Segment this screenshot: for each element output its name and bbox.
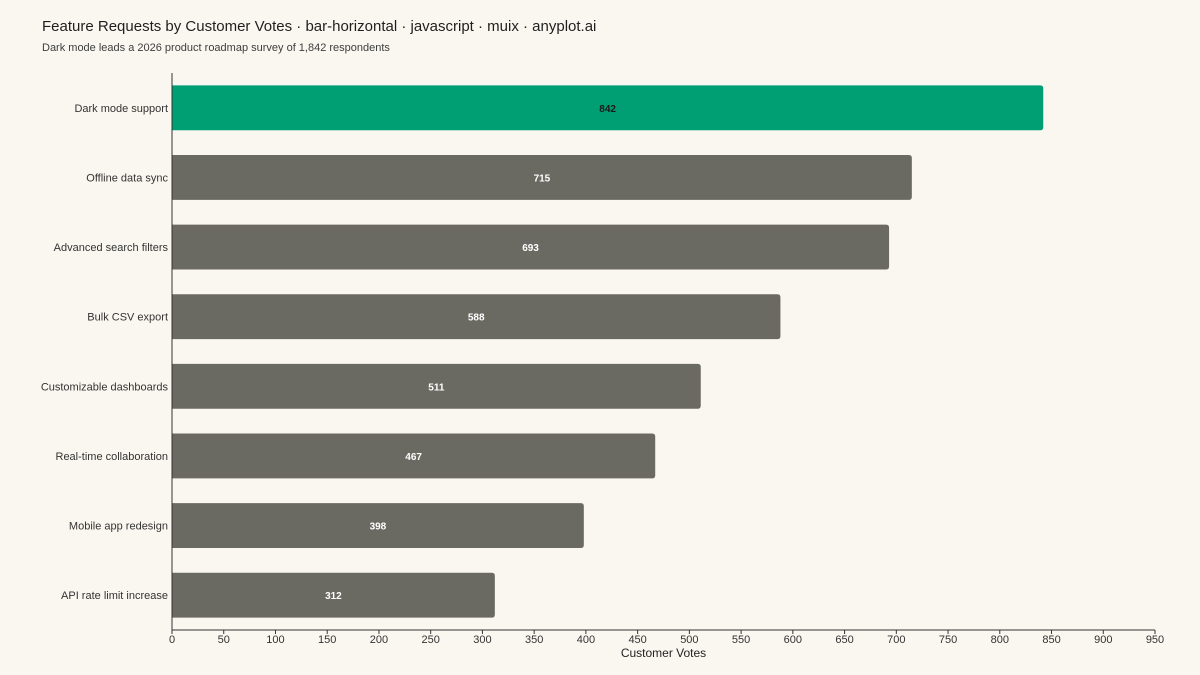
value-label: 588: [468, 313, 485, 324]
x-tick-label: 500: [680, 634, 698, 646]
x-tick-label: 300: [473, 634, 491, 646]
category-label: Advanced search filters: [54, 242, 169, 254]
chart-title: Feature Requests by Customer Votes · bar…: [42, 18, 597, 35]
bar-7[interactable]: [172, 572, 495, 618]
x-tick-label: 450: [628, 634, 646, 646]
bar-2[interactable]: [172, 224, 890, 270]
category-label: API rate limit increase: [61, 590, 168, 602]
bar-5[interactable]: [172, 433, 656, 479]
bar-1[interactable]: [172, 154, 912, 200]
bar-0[interactable]: [172, 85, 1044, 131]
x-tick-label: 150: [318, 634, 336, 646]
bar-3[interactable]: [172, 294, 781, 340]
x-tick-label: 700: [887, 634, 905, 646]
value-label: 715: [534, 173, 551, 184]
x-tick-label: 750: [939, 634, 957, 646]
x-axis-title: Customer Votes: [621, 646, 706, 660]
x-tick-label: 850: [1042, 634, 1060, 646]
x-tick-label: 50: [218, 634, 230, 646]
x-tick-label: 400: [577, 634, 595, 646]
category-label: Offline data sync: [86, 172, 168, 184]
x-tick-label: 250: [422, 634, 440, 646]
x-tick-label: 0: [169, 634, 175, 646]
category-label: Mobile app redesign: [69, 521, 168, 533]
x-tick-label: 200: [370, 634, 388, 646]
value-label: 842: [599, 104, 616, 115]
chart-subtitle: Dark mode leads a 2026 product roadmap s…: [42, 42, 390, 54]
x-tick-label: 350: [525, 634, 543, 646]
x-tick-label: 900: [1094, 634, 1112, 646]
x-axis-ticks: 0 50 100 150 200 250 300 350 400 450 500 550 600 650 7…: [169, 630, 1164, 646]
value-label: 693: [522, 243, 539, 254]
value-labels: 842 715 693 588 511 467 398 312: [325, 104, 616, 602]
bars-group: [172, 85, 1044, 618]
x-tick-label: 800: [991, 634, 1009, 646]
category-label: Dark mode support: [74, 103, 168, 115]
x-tick-label: 600: [784, 634, 802, 646]
bar-6[interactable]: [172, 503, 584, 549]
x-tick-label: 950: [1146, 634, 1164, 646]
value-label: 511: [428, 382, 445, 393]
x-tick-label: 550: [732, 634, 750, 646]
value-label: 312: [325, 591, 342, 602]
x-tick-label: 100: [266, 634, 284, 646]
category-labels: Dark mode support Offline data sync Advanc…: [41, 103, 169, 602]
bar-4[interactable]: [172, 363, 701, 409]
x-tick-label: 650: [835, 634, 853, 646]
value-label: 398: [370, 522, 387, 533]
category-label: Real-time collaboration: [56, 451, 169, 463]
value-label: 467: [405, 452, 422, 463]
category-label: Customizable dashboards: [41, 381, 169, 393]
category-label: Bulk CSV export: [87, 312, 168, 324]
